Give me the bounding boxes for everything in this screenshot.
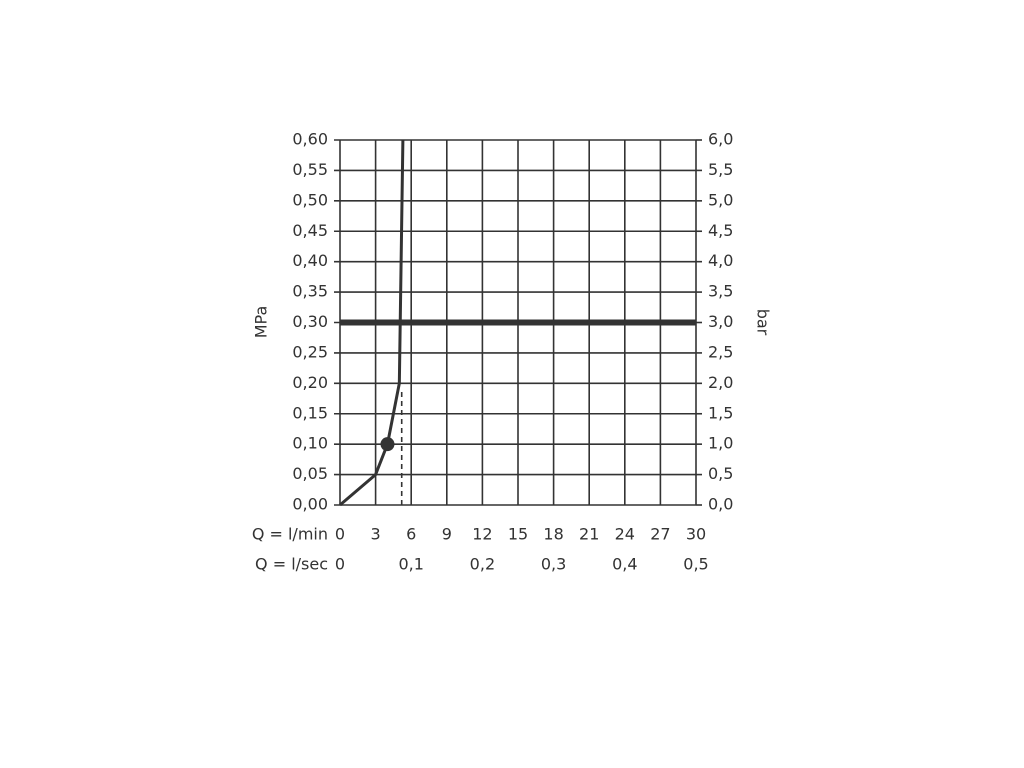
y-tick-label: 0,15	[292, 403, 328, 422]
x-tick-label: 30	[686, 525, 706, 544]
x-tick-label: 3	[371, 525, 381, 544]
x2-tick-label: 0	[335, 555, 345, 574]
y-tick-label: 0,55	[292, 160, 328, 179]
y2-axis-label: bar	[754, 309, 773, 336]
y-tick-label: 0,00	[292, 495, 328, 514]
y2-tick-label: 1,5	[708, 403, 733, 422]
x-tick-label: 27	[650, 525, 670, 544]
x-axis-label: Q = l/min	[252, 525, 328, 544]
y2-tick-label: 5,0	[708, 190, 733, 209]
x-tick-label: 18	[543, 525, 563, 544]
x-tick-label: 6	[406, 525, 416, 544]
x-tick-label: 9	[442, 525, 452, 544]
x2-tick-label: 0,5	[683, 555, 708, 574]
y-tick-label: 0,25	[292, 342, 328, 361]
y-tick-label: 0,35	[292, 282, 328, 301]
x-tick-label: 15	[508, 525, 528, 544]
x-tick-label: 24	[615, 525, 635, 544]
y2-tick-label: 3,0	[708, 312, 733, 331]
x2-tick-label: 0,3	[541, 555, 566, 574]
y2-tick-label: 3,5	[708, 282, 733, 301]
y2-tick-label: 4,0	[708, 251, 733, 270]
y-tick-label: 0,05	[292, 464, 328, 483]
y2-tick-label: 1,0	[708, 434, 733, 453]
x2-tick-label: 0,1	[398, 555, 423, 574]
y2-tick-label: 0,5	[708, 464, 733, 483]
x-tick-label: 21	[579, 525, 599, 544]
y-tick-label: 0,40	[292, 251, 328, 270]
y2-tick-label: 4,5	[708, 221, 733, 240]
y-tick-label: 0,45	[292, 221, 328, 240]
y2-tick-label: 6,0	[708, 130, 733, 149]
y2-tick-label: 0,0	[708, 495, 733, 514]
x-tick-label: 12	[472, 525, 492, 544]
x2-axis-label: Q = l/sec	[255, 555, 328, 574]
x2-tick-label: 0,2	[470, 555, 495, 574]
y-tick-label: 0,50	[292, 190, 328, 209]
y2-tick-label: 2,5	[708, 342, 733, 361]
y-tick-label: 0,60	[292, 130, 328, 149]
y2-tick-label: 5,5	[708, 160, 733, 179]
x2-tick-label: 0,4	[612, 555, 637, 574]
y-tick-label: 0,20	[292, 373, 328, 392]
y-axis-label: MPa	[252, 306, 271, 339]
y-tick-label: 0,30	[292, 312, 328, 331]
marker-point	[380, 437, 395, 452]
x-tick-label: 0	[335, 525, 345, 544]
y-tick-label: 0,10	[292, 434, 328, 453]
y2-tick-label: 2,0	[708, 373, 733, 392]
